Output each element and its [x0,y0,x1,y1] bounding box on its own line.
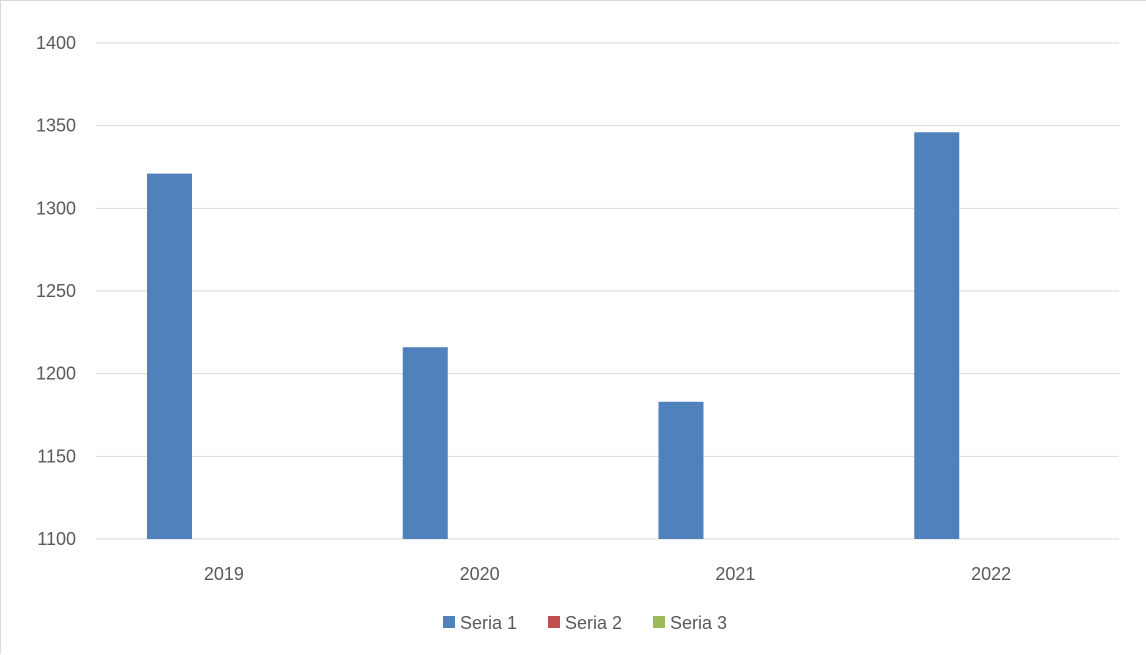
bars [147,132,960,539]
x-tick-label: 2019 [204,564,244,584]
y-axis-tick-labels: 1100 1150 1200 1250 1300 1350 1400 [36,33,76,549]
legend-label-series-2: Seria 2 [565,613,622,633]
legend-swatch-series-3 [653,616,665,628]
legend-label-series-1: Seria 1 [460,613,517,633]
x-axis-tick-labels: 2019 2020 2021 2022 [204,564,1011,584]
y-tick-label: 1350 [36,116,76,136]
y-tick-label: 1400 [36,33,76,53]
x-tick-label: 2020 [460,564,500,584]
legend: Seria 1 Seria 2 Seria 3 [443,613,727,633]
bar-2020-series-1 [402,347,448,539]
gridlines [96,42,1119,540]
legend-swatch-series-2 [548,616,560,628]
legend-swatch-series-1 [443,616,455,628]
bar-2022-series-1 [914,132,960,539]
x-tick-label: 2021 [715,564,755,584]
y-tick-label: 1200 [36,364,76,384]
y-tick-label: 1100 [37,529,76,549]
x-tick-label: 2022 [971,564,1011,584]
bar-2019-series-1 [147,173,192,539]
y-tick-label: 1300 [36,198,76,218]
legend-label-series-3: Seria 3 [670,613,727,633]
y-tick-label: 1150 [37,446,76,466]
bar-2021-series-1 [658,401,704,539]
y-tick-label: 1250 [36,281,76,301]
